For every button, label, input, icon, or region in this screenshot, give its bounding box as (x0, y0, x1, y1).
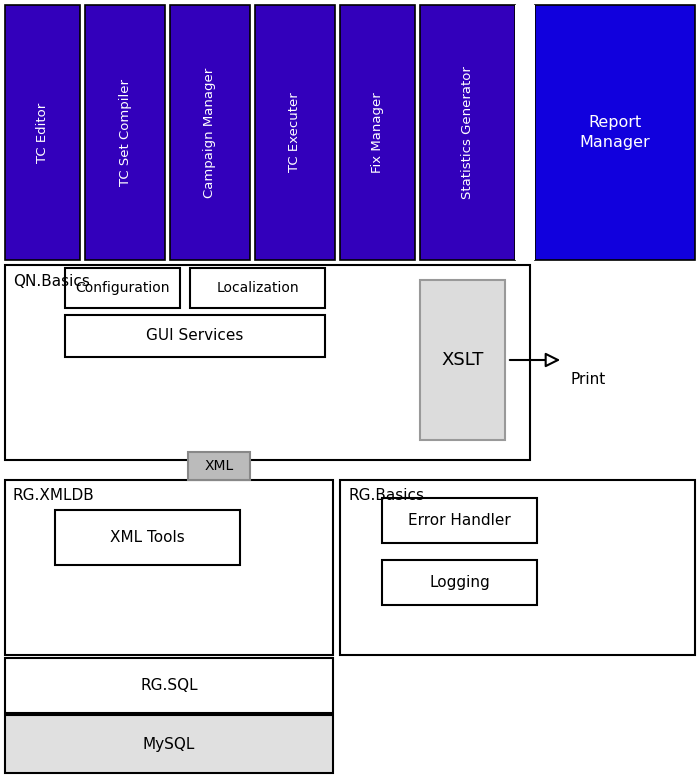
Bar (188, 452, 250, 480)
Text: Report
Manager: Report Manager (580, 115, 650, 150)
Text: RG.Basics: RG.Basics (348, 488, 424, 504)
Bar (190, 268, 325, 308)
Text: Print: Print (570, 373, 606, 387)
Bar (170, 5, 250, 260)
Text: RG.XMLDB: RG.XMLDB (13, 488, 94, 504)
Bar (55, 510, 240, 565)
FancyArrowPatch shape (510, 354, 558, 366)
Bar (65, 268, 180, 308)
Text: RG.SQL: RG.SQL (140, 678, 198, 693)
Text: TC Editor: TC Editor (36, 102, 49, 162)
Text: Error Handler: Error Handler (408, 513, 511, 528)
Bar (515, 5, 535, 260)
Bar (255, 5, 335, 260)
Bar (5, 265, 530, 460)
Text: Statistics Generator: Statistics Generator (461, 66, 474, 199)
Text: XSLT: XSLT (441, 351, 484, 369)
Bar (382, 498, 537, 543)
Bar (85, 5, 165, 260)
Text: TC Set Compiler: TC Set Compiler (118, 79, 132, 186)
Text: MySQL: MySQL (143, 736, 195, 751)
Text: QN.Basics: QN.Basics (13, 273, 90, 288)
Bar (5, 5, 80, 260)
Bar (382, 560, 537, 605)
Text: XML: XML (204, 459, 234, 473)
Bar (5, 715, 333, 773)
Bar (5, 480, 333, 655)
Bar (340, 480, 695, 655)
Text: TC Executer: TC Executer (288, 93, 302, 173)
Text: Configuration: Configuration (76, 281, 169, 295)
Bar (65, 315, 325, 357)
Bar (340, 5, 415, 260)
Text: XML Tools: XML Tools (110, 530, 185, 545)
Text: Logging: Logging (429, 575, 490, 590)
Text: Fix Manager: Fix Manager (371, 92, 384, 173)
Bar (5, 658, 333, 713)
Text: Campaign Manager: Campaign Manager (204, 67, 216, 198)
Bar (535, 5, 695, 260)
Bar (420, 5, 515, 260)
Bar (420, 280, 505, 440)
Text: GUI Services: GUI Services (146, 329, 244, 344)
Text: Localization: Localization (216, 281, 299, 295)
